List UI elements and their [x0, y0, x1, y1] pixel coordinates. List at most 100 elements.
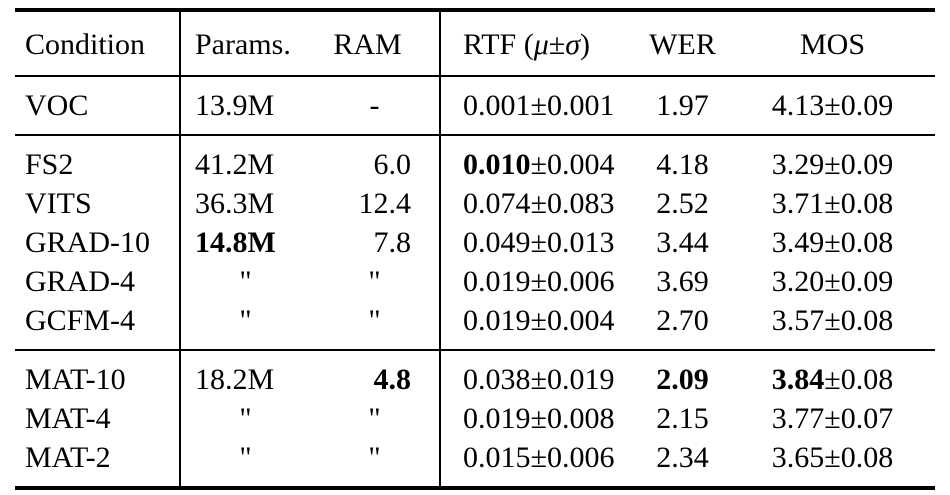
rtf-std: ±0.001	[530, 89, 615, 122]
mos-cell: 3.84±0.08	[730, 350, 935, 399]
condition-cell: GCFM-4	[15, 301, 181, 350]
params-value: 18.2M	[195, 363, 275, 396]
rtf-mean: 0.001	[463, 89, 531, 122]
rtf-std: ±0.013	[530, 226, 615, 259]
mos-std: ±0.08	[824, 441, 894, 474]
rtf-mean: 0.019	[463, 265, 531, 298]
mos-mean: 3.20	[771, 265, 825, 298]
rtf-mean: 0.074	[463, 187, 531, 220]
rtf-cell: 0.019±0.008	[440, 399, 635, 438]
wer-cell: 2.70	[635, 301, 730, 350]
params-cell: 18.2M	[180, 350, 310, 399]
table-row: MAT-4 " " 0.019±0.008 2.15 3.77±0.07	[15, 399, 935, 438]
rtf-cell: 0.010±0.004	[440, 135, 635, 184]
wer-value: 3.69	[656, 265, 709, 298]
ram-cell: -	[310, 76, 441, 135]
mos-mean: 3.84	[771, 363, 825, 396]
mos-mean: 4.13	[771, 89, 825, 122]
rtf-label-pre: RTF (	[463, 28, 534, 61]
rtf-cell: 0.019±0.006	[440, 262, 635, 301]
table-row: VOC 13.9M - 0.001±0.001 1.97 4.13±0.09	[15, 76, 935, 135]
params-cell: 36.3M	[180, 184, 310, 223]
table-header: Condition Params. RAM RTF (μ±σ) WER MOS	[15, 10, 935, 76]
header-rtf: RTF (μ±σ)	[440, 10, 635, 76]
ditto-mark: "	[368, 265, 381, 298]
table-row: MAT-10 18.2M 4.8 0.038±0.019 2.09 3.84±0…	[15, 350, 935, 399]
rtf-cell: 0.019±0.004	[440, 301, 635, 350]
ram-value: -	[369, 89, 380, 122]
rtf-cell: 0.001±0.001	[440, 76, 635, 135]
mos-cell: 3.49±0.08	[730, 223, 935, 262]
mos-std: ±0.08	[824, 226, 894, 259]
rtf-mean: 0.038	[463, 363, 531, 396]
rtf-std: ±0.006	[530, 265, 615, 298]
wer-value: 4.18	[656, 148, 709, 181]
ram-cell: 4.8	[310, 350, 441, 399]
table-row: GRAD-10 14.8M 7.8 0.049±0.013 3.44 3.49±…	[15, 223, 935, 262]
ditto-mark: "	[239, 441, 252, 474]
condition-cell: GRAD-4	[15, 262, 181, 301]
ditto-mark: "	[239, 304, 252, 337]
wer-value: 2.09	[656, 363, 709, 396]
ditto-mark: "	[368, 441, 381, 474]
rtf-std: ±0.004	[530, 148, 615, 181]
params-cell: 41.2M	[180, 135, 310, 184]
params-cell: "	[180, 262, 310, 301]
rtf-mean: 0.015	[463, 441, 531, 474]
wer-cell: 2.52	[635, 184, 730, 223]
params-value: 14.8M	[195, 226, 276, 259]
params-value: 13.9M	[195, 89, 275, 122]
mos-cell: 3.65±0.08	[730, 438, 935, 488]
wer-value: 2.70	[656, 304, 709, 337]
sigma-symbol: σ	[565, 28, 581, 61]
mos-mean: 3.65	[771, 441, 825, 474]
ram-cell: "	[310, 399, 441, 438]
table-row: MAT-2 " " 0.015±0.006 2.34 3.65±0.08	[15, 438, 935, 488]
ram-value: 6.0	[373, 148, 412, 181]
ram-cell: 7.8	[310, 223, 441, 262]
header-params: Params.	[195, 28, 291, 61]
ditto-mark: "	[239, 402, 252, 435]
mos-cell: 3.57±0.08	[730, 301, 935, 350]
condition-cell: MAT-4	[15, 399, 181, 438]
rtf-std: ±0.019	[530, 363, 615, 396]
wer-cell: 2.09	[635, 350, 730, 399]
group-vocoder: VOC 13.9M - 0.001±0.001 1.97 4.13±0.09	[15, 76, 935, 135]
rtf-std: ±0.083	[530, 187, 615, 220]
params-cell: "	[180, 438, 310, 488]
plusminus-symbol: ±	[548, 28, 566, 61]
ram-value: 7.8	[373, 226, 412, 259]
mos-mean: 3.29	[771, 148, 825, 181]
mos-std: ±0.09	[824, 265, 894, 298]
mos-mean: 3.49	[771, 226, 825, 259]
params-value: 41.2M	[195, 148, 275, 181]
ram-cell: 12.4	[310, 184, 441, 223]
ram-cell: "	[310, 301, 441, 350]
params-value: 36.3M	[195, 187, 275, 220]
params-cell: "	[180, 399, 310, 438]
group-proposed: MAT-10 18.2M 4.8 0.038±0.019 2.09 3.84±0…	[15, 350, 935, 488]
rtf-std: ±0.008	[530, 402, 615, 435]
rtf-mean: 0.049	[463, 226, 531, 259]
wer-cell: 2.15	[635, 399, 730, 438]
results-table: Condition Params. RAM RTF (μ±σ) WER MOS …	[15, 8, 935, 490]
mos-std: ±0.07	[824, 402, 894, 435]
rtf-mean: 0.019	[463, 402, 531, 435]
rtf-mean: 0.010	[463, 148, 531, 181]
table-row: FS2 41.2M 6.0 0.010±0.004 4.18 3.29±0.09	[15, 135, 935, 184]
wer-value: 2.52	[656, 187, 709, 220]
mos-std: ±0.08	[824, 187, 894, 220]
ram-value: 4.8	[373, 363, 412, 396]
rtf-cell: 0.074±0.083	[440, 184, 635, 223]
rtf-cell: 0.015±0.006	[440, 438, 635, 488]
condition-cell: GRAD-10	[15, 223, 181, 262]
ram-cell: 6.0	[310, 135, 441, 184]
table-row: VITS 36.3M 12.4 0.074±0.083 2.52 3.71±0.…	[15, 184, 935, 223]
mos-mean: 3.57	[771, 304, 825, 337]
mos-cell: 3.71±0.08	[730, 184, 935, 223]
mos-mean: 3.71	[771, 187, 825, 220]
group-baselines: FS2 41.2M 6.0 0.010±0.004 4.18 3.29±0.09…	[15, 135, 935, 350]
table-row: GCFM-4 " " 0.019±0.004 2.70 3.57±0.08	[15, 301, 935, 350]
params-cell: 14.8M	[180, 223, 310, 262]
